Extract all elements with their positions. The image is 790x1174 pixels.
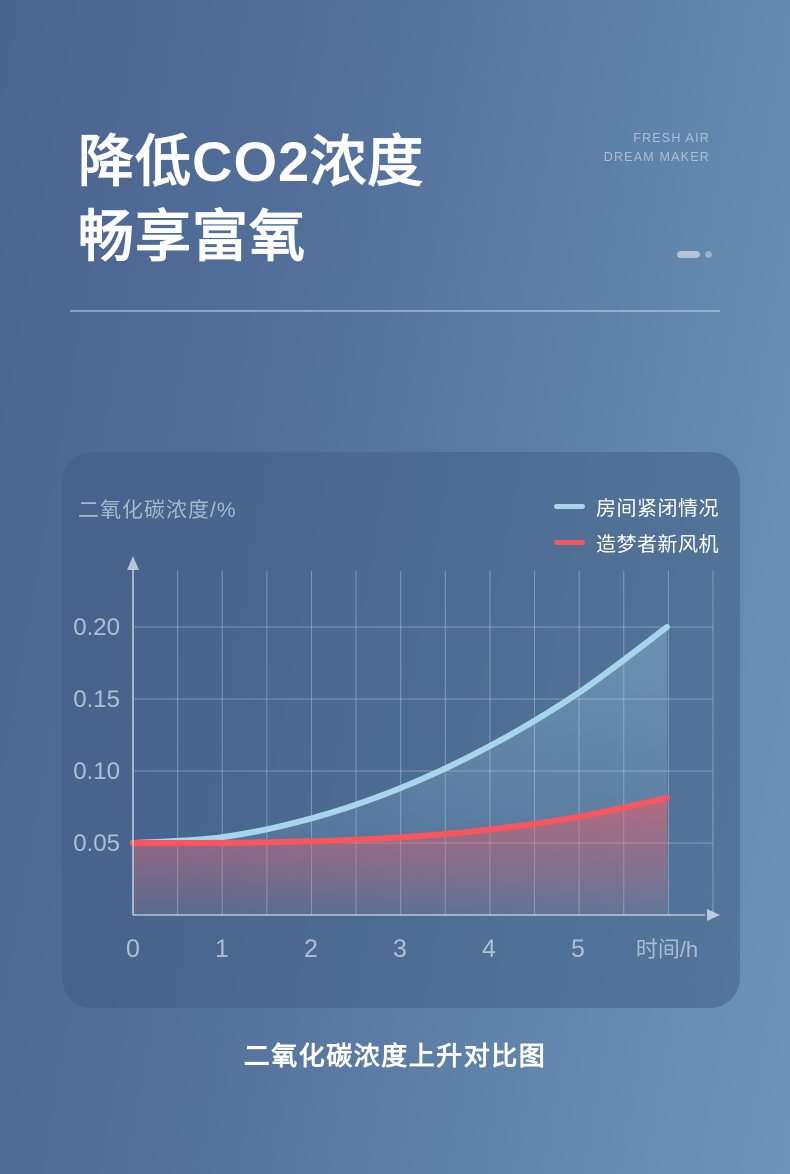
- section-divider: [70, 310, 720, 312]
- legend-label-fresh-air-machine: 造梦者新风机: [596, 534, 719, 556]
- legend-item-closed-room: 房间紧闭情况: [554, 492, 719, 521]
- series-line-1: [130, 794, 670, 847]
- x-axis-title: 时间/h: [636, 937, 698, 962]
- brand-tagline: FRESH AIR DREAM MAKER: [604, 129, 710, 167]
- series-line-0: [130, 624, 670, 846]
- brand-tagline-line2: DREAM MAKER: [603, 150, 710, 164]
- x-axis-arrow-icon: [707, 909, 720, 921]
- dot-decoration: [705, 251, 712, 258]
- y-tick-label: 0.10: [73, 758, 120, 785]
- x-tick-label: 5: [571, 935, 585, 963]
- brand-tagline-line1: FRESH AIR: [633, 131, 710, 145]
- dash-decoration: [677, 251, 700, 258]
- y-axis-arrow-icon: [127, 556, 139, 570]
- legend-dash-fresh-air-machine: [554, 540, 585, 545]
- y-tick-label: 0.15: [73, 686, 120, 713]
- dash-dot-decoration: [677, 251, 712, 258]
- x-tick-label: 4: [482, 935, 496, 963]
- page-title-line2: 畅享富氧: [78, 205, 306, 268]
- x-tick-label: 3: [393, 935, 407, 963]
- x-tick-label: 1: [215, 935, 229, 963]
- legend-item-fresh-air-machine: 造梦者新风机: [554, 528, 719, 557]
- chart-legend: 房间紧闭情况 造梦者新风机: [554, 492, 719, 557]
- chart-card: 0.05 0.10 0.15 0.20 0 1 2 3 4 5 时间/h 二氧化碳浓度/% 房间紧闭…: [62, 452, 740, 1008]
- y-tick-label: 0.05: [73, 830, 120, 857]
- page-title: 降低CO2浓度 畅享富氧: [78, 124, 424, 274]
- x-tick-label: 0: [126, 935, 140, 963]
- y-axis-title: 二氧化碳浓度/%: [78, 499, 237, 522]
- legend-label-closed-room: 房间紧闭情况: [596, 498, 719, 520]
- legend-dash-closed-room: [554, 504, 585, 509]
- page-title-line1: 降低CO2浓度: [78, 130, 425, 193]
- series-area-1: [133, 797, 667, 915]
- y-tick-label: 0.20: [73, 614, 120, 641]
- co2-line-chart: 0.05 0.10 0.15 0.20 0 1 2 3 4 5 时间/h: [73, 556, 720, 963]
- x-tick-label: 2: [304, 935, 318, 963]
- chart-caption: 二氧化碳浓度上升对比图: [243, 1041, 547, 1071]
